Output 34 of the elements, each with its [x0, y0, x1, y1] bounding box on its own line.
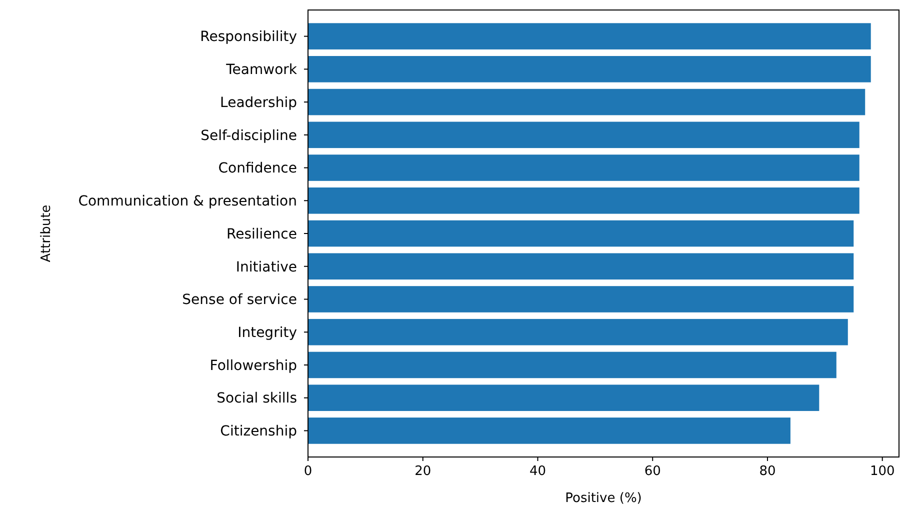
bar: [308, 352, 836, 378]
bar: [308, 418, 790, 444]
x-tick-label: 20: [414, 464, 432, 479]
x-tick-label: 60: [644, 464, 661, 479]
x-tick-label: 100: [870, 464, 895, 479]
y-tick-label: Self-discipline: [200, 128, 297, 144]
x-tick-label: 40: [529, 464, 546, 479]
bar: [308, 187, 860, 214]
bar: [308, 122, 860, 148]
y-tick-label: Integrity: [238, 325, 297, 342]
bar: [308, 286, 854, 312]
y-tick-label: Confidence: [218, 160, 297, 177]
y-tick-label: Social skills: [216, 390, 297, 407]
y-tick-label: Communication & presentation: [78, 194, 297, 210]
y-tick-label: Responsibility: [200, 29, 297, 46]
y-tick-label: Resilience: [226, 226, 297, 242]
bar: [308, 220, 854, 247]
x-tick-label: 0: [304, 464, 312, 479]
x-axis-title: Positive (%): [565, 491, 642, 506]
x-tick-label: 80: [759, 464, 776, 479]
bar: [308, 384, 820, 411]
y-tick-label: Teamwork: [225, 62, 298, 78]
y-tick-label: Initiative: [236, 259, 297, 276]
bar: [308, 23, 871, 50]
bar: [308, 154, 860, 181]
bar: [308, 56, 871, 82]
bar: [308, 88, 866, 116]
bar: [308, 318, 848, 346]
y-tick-label: Citizenship: [220, 424, 298, 440]
y-tick-label: Leadership: [220, 94, 298, 111]
y-tick-label: Followership: [210, 358, 298, 374]
y-axis-title: Attribute: [38, 204, 54, 262]
y-tick-label: Sense of service: [182, 292, 297, 308]
bar: [308, 253, 854, 280]
